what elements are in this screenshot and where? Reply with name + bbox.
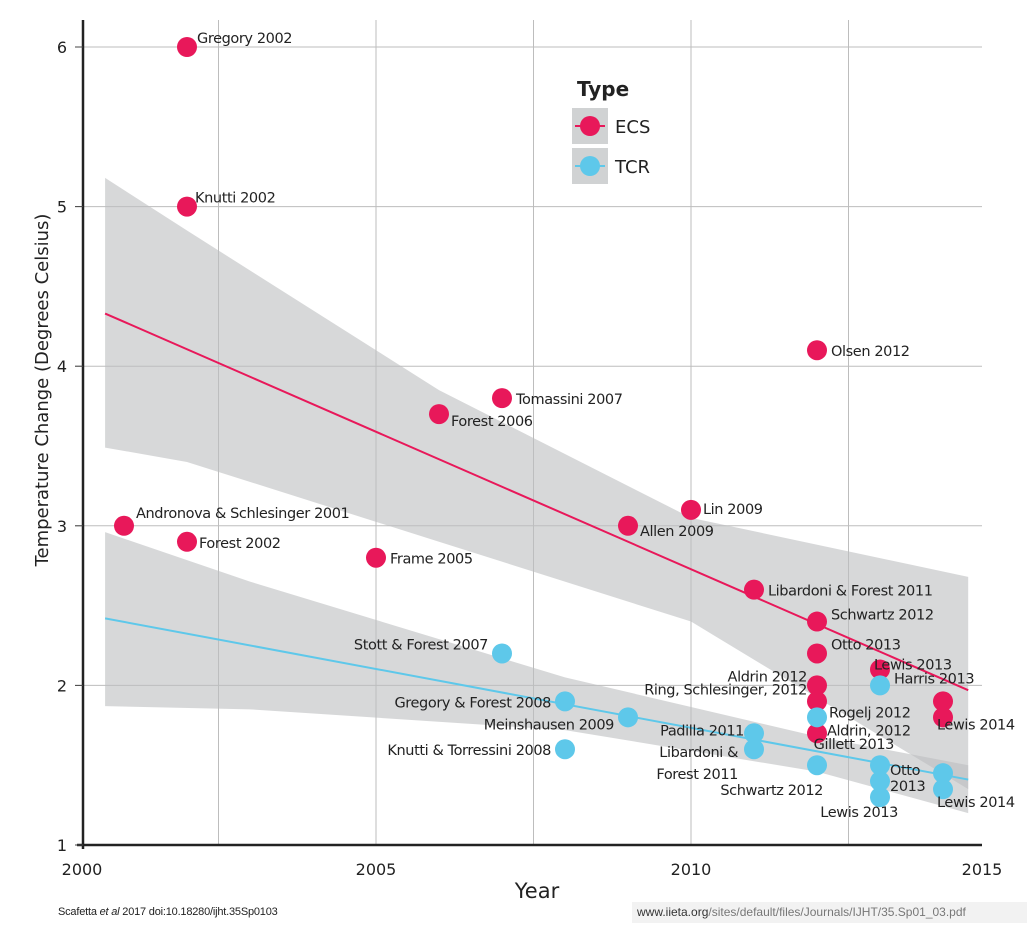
point-label: Schwartz 2012 xyxy=(831,608,934,624)
data-point-ecs xyxy=(618,515,638,536)
point-label: Padilla 2011 xyxy=(660,723,744,739)
point-label: Schwartz 2012 xyxy=(720,783,823,799)
point-label: Knutti & Torressini 2008 xyxy=(387,743,551,759)
data-point-ecs xyxy=(177,37,197,57)
data-point-ecs xyxy=(807,340,827,361)
legend-marker-ecs xyxy=(580,116,600,136)
source-url[interactable]: www.iieta.org/sites/default/files/Journa… xyxy=(632,902,1027,923)
data-point-ecs xyxy=(114,515,134,536)
point-label: Frame 2005 xyxy=(390,552,473,568)
point-label: Lewis 2014 xyxy=(937,795,1015,811)
point-label: Otto xyxy=(890,763,921,779)
trend-line-tcr xyxy=(104,617,969,781)
data-point-tcr xyxy=(492,643,512,664)
data-point-ecs xyxy=(177,531,197,552)
data-point-ecs xyxy=(933,707,953,728)
x-tick-label: 2005 xyxy=(356,860,397,879)
data-point-tcr xyxy=(870,675,890,696)
data-point-ecs xyxy=(870,659,890,680)
source-url-host: www.iieta.org xyxy=(637,905,709,919)
point-label: Olsen 2012 xyxy=(831,344,910,360)
data-point-ecs xyxy=(807,675,827,696)
point-label: Knutti 2002 xyxy=(195,191,275,207)
data-point-tcr xyxy=(555,739,575,760)
data-point-ecs xyxy=(807,723,827,744)
point-label: Forest 2011 xyxy=(656,767,738,783)
x-tick-label: 2015 xyxy=(962,860,1003,879)
data-point-tcr xyxy=(744,739,764,760)
data-point-tcr xyxy=(870,787,890,808)
data-point-ecs xyxy=(681,499,701,520)
point-label: 2013 xyxy=(890,779,925,795)
point-label: Rogelj 2012 xyxy=(829,705,911,721)
data-points xyxy=(114,37,953,808)
point-label: Gillett 2013 xyxy=(814,737,894,753)
point-label: Libardoni & Forest 2011 xyxy=(768,584,933,600)
y-tick-label: 5 xyxy=(57,198,67,217)
y-tick-label: 2 xyxy=(57,676,67,695)
citation-doi: 2017 doi:10.18280/ijht.35Sp0103 xyxy=(119,906,278,918)
point-label: Forest 2006 xyxy=(451,414,533,430)
data-point-ecs xyxy=(366,547,386,568)
data-point-tcr xyxy=(744,723,764,744)
x-tick-label: 2000 xyxy=(62,860,103,879)
y-axis-label: Temperature Change (Degrees Celsius) xyxy=(32,214,53,568)
citation-etal: et al xyxy=(99,906,120,918)
data-point-tcr xyxy=(870,755,890,776)
legend-label-ecs: ECS xyxy=(615,117,650,138)
data-point-ecs xyxy=(807,611,827,632)
x-tick-label: 2010 xyxy=(671,860,712,879)
y-tick-label: 1 xyxy=(57,836,67,855)
data-point-tcr xyxy=(933,779,953,800)
point-label: Libardoni & xyxy=(659,745,738,761)
point-label: Allen 2009 xyxy=(640,524,714,540)
y-tick-label: 4 xyxy=(57,357,67,376)
point-label: Aldrin 2012 xyxy=(728,669,807,685)
data-point-ecs xyxy=(492,388,512,409)
confidence-band-ecs xyxy=(105,177,969,790)
point-label: Andronova & Schlesinger 2001 xyxy=(136,506,349,522)
data-point-tcr xyxy=(618,707,638,728)
data-point-tcr xyxy=(807,755,827,776)
data-point-ecs xyxy=(807,643,827,664)
point-label: Stott & Forest 2007 xyxy=(354,637,488,653)
point-label: Tomassini 2007 xyxy=(515,392,623,408)
point-label: Lewis 2013 xyxy=(820,805,898,821)
point-label: Lewis 2013 xyxy=(874,657,952,673)
data-point-ecs xyxy=(933,691,953,712)
point-label: Lin 2009 xyxy=(703,502,763,518)
data-point-ecs xyxy=(744,579,764,600)
data-point-tcr xyxy=(555,691,575,712)
point-label: Gregory 2002 xyxy=(197,31,292,47)
data-point-ecs xyxy=(177,196,197,217)
data-point-tcr xyxy=(870,771,890,792)
legend: Type ECS TCR xyxy=(572,77,650,184)
scatter-chart: 1 2 3 4 5 6 2000 2005 2010 2015 Gregory 2002 Knutt… xyxy=(32,20,1015,900)
citation-author: Scafetta xyxy=(58,906,100,918)
axes: 1 2 3 4 5 6 2000 2005 2010 2015 xyxy=(57,20,1003,879)
point-label: Gregory & Forest 2008 xyxy=(394,695,551,711)
point-label: Otto 2013 xyxy=(831,637,901,653)
legend-title: Type xyxy=(577,77,629,101)
data-point-ecs xyxy=(429,404,449,425)
legend-marker-tcr xyxy=(580,156,600,176)
point-label: Meinshausen 2009 xyxy=(484,717,614,733)
point-label: Lewis 2014 xyxy=(937,717,1015,733)
x-axis-label: Year xyxy=(514,879,560,900)
source-url-path: /sites/default/files/Journals/IJHT/35.Sp… xyxy=(708,905,966,919)
citation: Scafetta et al 2017 doi:10.18280/ijht.35… xyxy=(58,906,278,918)
point-label: Harris 2013 xyxy=(894,671,974,687)
y-tick-label: 3 xyxy=(57,517,67,536)
y-tick-label: 6 xyxy=(57,38,67,57)
data-point-tcr xyxy=(933,763,953,784)
point-labels: Gregory 2002 Knutti 2002 Andronova & Schle… xyxy=(136,31,1015,821)
data-point-ecs xyxy=(807,691,827,712)
legend-label-tcr: TCR xyxy=(614,157,650,178)
point-label: Aldrin, 2012 xyxy=(827,723,911,739)
data-point-tcr xyxy=(807,707,827,728)
point-label: Ring, Schlesinger, 2012 xyxy=(644,682,807,698)
point-label: Forest 2002 xyxy=(199,536,281,552)
